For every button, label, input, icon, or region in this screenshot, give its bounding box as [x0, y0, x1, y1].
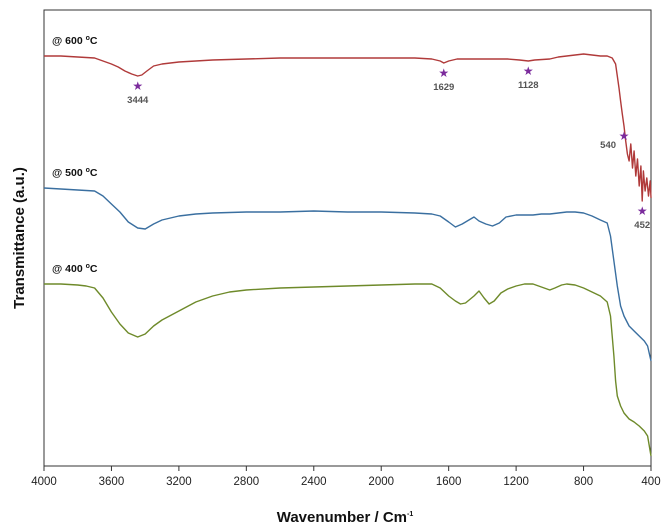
peak-label: 3444 [127, 95, 149, 106]
series-line-2 [44, 283, 652, 457]
x-tick-label: 800 [574, 476, 593, 488]
plot-area [43, 9, 652, 467]
series-line-1 [43, 187, 652, 362]
series-label-2: @ 400 oC [52, 263, 98, 275]
y-axis-title: Transmittance (a.u.) [11, 167, 28, 309]
x-tick-label: 2400 [301, 476, 327, 488]
peak-label: 452 [634, 220, 650, 231]
x-tick-label: 2000 [368, 476, 394, 488]
x-axis: 4000 3600 3200 2800 2400 2000 1600 1200 800 400 [31, 466, 661, 488]
x-tick-label: 4000 [31, 476, 57, 488]
peak-label: 1629 [433, 82, 454, 93]
series-labels: @ 600 oC @ 500 oC @ 400 oC [52, 35, 98, 275]
x-tick-label: 1600 [436, 476, 462, 488]
x-tick-label: 1200 [503, 476, 529, 488]
peak-marker-star: ★ [619, 129, 630, 143]
peak-label: 540 [600, 140, 616, 151]
peak-marker-star: ★ [438, 66, 449, 80]
x-tick-label: 2800 [234, 476, 260, 488]
series-label-0: @ 600 oC [52, 35, 98, 47]
peak-marker-star: ★ [132, 79, 143, 93]
series-layer [43, 53, 652, 457]
x-axis-title: Wavenumber / Cm-1 [277, 509, 414, 526]
peak-label: 1128 [518, 80, 539, 91]
series-label-1: @ 500 oC [52, 167, 98, 179]
peak-marker-star: ★ [523, 64, 534, 78]
x-tick-label: 3600 [99, 476, 125, 488]
peak-annotations: ★3444★1629★1128★540★452 [127, 64, 650, 231]
x-tick-label: 3200 [166, 476, 192, 488]
x-tick-label: 400 [641, 476, 660, 488]
series-line-0 [44, 53, 652, 202]
peak-marker-star: ★ [637, 204, 648, 218]
